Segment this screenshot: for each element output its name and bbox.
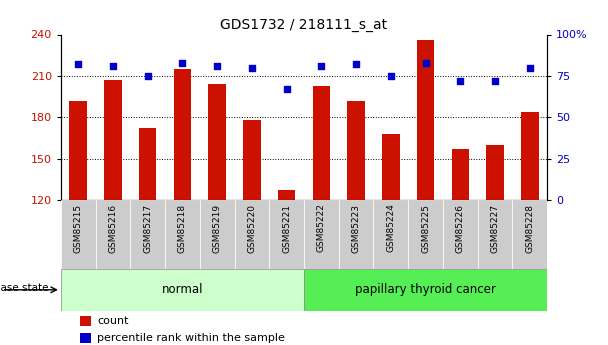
Bar — [452, 149, 469, 200]
Text: GSM85218: GSM85218 — [178, 204, 187, 253]
Text: GSM85228: GSM85228 — [525, 204, 534, 253]
Point — [421, 60, 430, 66]
Text: count: count — [97, 316, 129, 326]
Text: GSM85223: GSM85223 — [351, 204, 361, 253]
Text: GSM85215: GSM85215 — [74, 204, 83, 253]
Bar — [417, 40, 434, 200]
Text: papillary thyroid cancer: papillary thyroid cancer — [355, 283, 496, 296]
Text: GSM85221: GSM85221 — [282, 204, 291, 253]
Bar — [521, 112, 539, 200]
Bar — [347, 101, 365, 200]
Bar — [382, 134, 399, 200]
Point — [212, 63, 222, 69]
Bar — [243, 120, 261, 200]
Bar — [95, 200, 130, 269]
Point — [282, 86, 291, 92]
Bar — [80, 333, 91, 343]
Point — [178, 60, 187, 66]
Bar — [174, 69, 191, 200]
Bar — [69, 101, 87, 200]
Bar — [373, 200, 408, 269]
Bar — [313, 86, 330, 200]
Title: GDS1732 / 218111_s_at: GDS1732 / 218111_s_at — [221, 18, 387, 32]
Point — [490, 78, 500, 83]
Point — [455, 78, 465, 83]
Point — [386, 73, 396, 79]
Text: disease state: disease state — [0, 283, 49, 293]
Bar — [165, 200, 200, 269]
Text: GSM85224: GSM85224 — [386, 204, 395, 253]
Point — [247, 65, 257, 70]
Text: percentile rank within the sample: percentile rank within the sample — [97, 333, 285, 343]
Point — [351, 61, 361, 67]
Text: GSM85226: GSM85226 — [456, 204, 465, 253]
Bar — [304, 269, 547, 310]
Text: GSM85222: GSM85222 — [317, 204, 326, 253]
Bar — [443, 200, 478, 269]
Point — [525, 65, 534, 70]
Point — [108, 63, 118, 69]
Bar — [304, 200, 339, 269]
Point — [143, 73, 153, 79]
Bar — [61, 269, 304, 310]
Bar — [80, 316, 91, 326]
Bar — [513, 200, 547, 269]
Bar — [408, 200, 443, 269]
Bar — [104, 80, 122, 200]
Bar — [339, 200, 373, 269]
Bar — [200, 200, 235, 269]
Bar — [478, 200, 513, 269]
Text: GSM85220: GSM85220 — [247, 204, 257, 253]
Text: GSM85216: GSM85216 — [108, 204, 117, 253]
Bar — [209, 84, 226, 200]
Bar — [235, 200, 269, 269]
Bar — [269, 200, 304, 269]
Bar — [61, 200, 95, 269]
Bar — [278, 190, 295, 200]
Point — [317, 63, 326, 69]
Text: GSM85219: GSM85219 — [213, 204, 222, 253]
Bar — [130, 200, 165, 269]
Point — [74, 61, 83, 67]
Bar — [139, 128, 156, 200]
Text: GSM85225: GSM85225 — [421, 204, 430, 253]
Text: normal: normal — [162, 283, 203, 296]
Text: GSM85217: GSM85217 — [143, 204, 152, 253]
Text: GSM85227: GSM85227 — [491, 204, 500, 253]
Bar — [486, 145, 504, 200]
